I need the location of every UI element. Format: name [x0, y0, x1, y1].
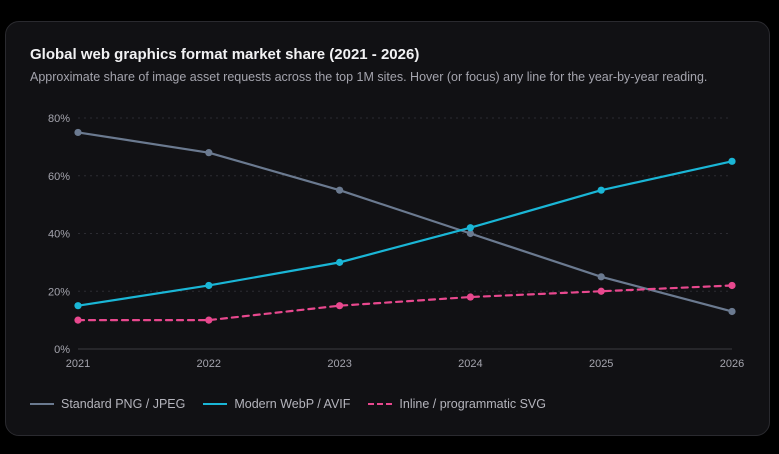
data-point-modern-webp-avif[interactable] [205, 281, 213, 290]
line-chart: 0% 20% 40% 60% 80% 2021 2022 2023 2024 2025 2026 [48, 113, 744, 370]
data-point-inline-programmatic-svg[interactable] [466, 293, 474, 301]
x-tick-label: 2022 [197, 358, 221, 370]
data-point-standard-png-jpeg[interactable] [466, 229, 474, 238]
data-point-modern-webp-avif[interactable] [597, 186, 605, 194]
chart-title: Global web graphics format market share … [30, 46, 420, 63]
legend-swatch [30, 403, 54, 405]
data-point-modern-webp-avif[interactable] [466, 224, 474, 232]
data-point-inline-programmatic-svg[interactable] [597, 287, 605, 295]
series-line-modern-webp-avif[interactable] [76, 160, 734, 307]
data-point-inline-programmatic-svg[interactable] [336, 302, 344, 310]
x-tick-label: 2024 [458, 358, 482, 370]
data-point-standard-png-jpeg[interactable] [205, 149, 213, 157]
data-point-modern-webp-avif[interactable] [336, 258, 344, 266]
data-point-modern-webp-avif[interactable] [74, 302, 82, 310]
data-point-inline-programmatic-svg[interactable] [74, 316, 82, 324]
x-tick-label: 2023 [327, 358, 351, 370]
series-line-standard-png-jpeg[interactable] [76, 131, 734, 313]
data-point-standard-png-jpeg[interactable] [728, 307, 736, 316]
legend-swatch [368, 403, 393, 405]
x-tick-label: 2025 [589, 358, 613, 370]
data-point-inline-programmatic-svg[interactable] [728, 281, 736, 290]
series-line-inline-programmatic-svg[interactable] [76, 284, 734, 322]
chart-card: Global web graphics format market share … [5, 21, 770, 436]
legend-swatch [203, 403, 228, 405]
legend-label: Inline / programmatic SVG [399, 397, 546, 411]
y-tick-label: 60% [48, 171, 70, 183]
legend-item[interactable]: Inline / programmatic SVG [368, 397, 546, 411]
x-tick-label: 2021 [66, 358, 90, 370]
data-point-modern-webp-avif[interactable] [728, 157, 736, 165]
y-tick-label: 20% [48, 286, 70, 298]
legend-label: Standard PNG / JPEG [61, 397, 186, 411]
data-point-standard-png-jpeg[interactable] [597, 273, 605, 281]
y-tick-label: 0% [54, 344, 70, 356]
chart-legend: Standard PNG / JPEG Modern WebP / AVIF Inl… [30, 397, 564, 411]
x-tick-label: 2026 [720, 358, 744, 370]
data-point-standard-png-jpeg[interactable] [74, 128, 82, 137]
data-point-inline-programmatic-svg[interactable] [205, 316, 213, 324]
y-tick-label: 40% [48, 229, 70, 241]
legend-item[interactable]: Modern WebP / AVIF [203, 397, 350, 411]
chart-subtitle: Approximate share of image asset request… [30, 70, 708, 84]
y-tick-label: 80% [48, 113, 70, 125]
legend-item[interactable]: Standard PNG / JPEG [30, 397, 185, 411]
legend-label: Modern WebP / AVIF [234, 397, 351, 411]
data-point-standard-png-jpeg[interactable] [336, 186, 344, 194]
